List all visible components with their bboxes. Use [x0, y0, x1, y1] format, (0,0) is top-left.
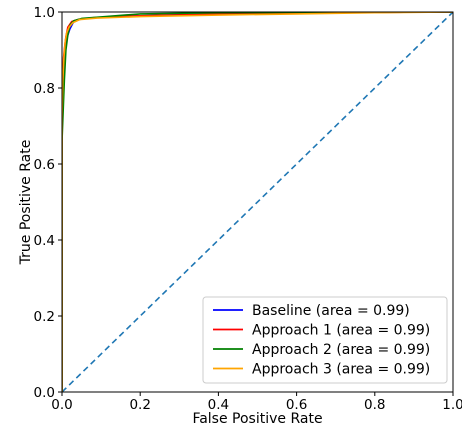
- legend: Baseline (area = 0.99) Approach 1 (area =…: [202, 296, 448, 384]
- y-tick-label: 0.8: [34, 81, 55, 97]
- legend-label-2: Approach 1 (area = 0.99): [252, 323, 430, 339]
- legend-label-1: Baseline (area = 0.99): [252, 303, 410, 319]
- axes: 0.0 0.2 0.4 0.6 0.8 1.0 0.0 0.2 0.4 0.6 0.8 1.0: [34, 5, 462, 413]
- x-tick-label: 0.4: [208, 397, 229, 413]
- y-tick-label: 1.0: [34, 5, 55, 21]
- plot-frame: [61, 11, 454, 393]
- x-tick-label: 0.6: [286, 397, 307, 413]
- x-tick-label: 0.2: [129, 397, 150, 413]
- legend-label-3: Approach 2 (area = 0.99): [252, 342, 430, 358]
- legend-label-4: Approach 3 (area = 0.99): [252, 362, 430, 378]
- y-tick-label: 0.6: [34, 157, 55, 173]
- y-tick-label: 0.4: [34, 233, 55, 249]
- y-tick-label: 0.2: [34, 309, 55, 325]
- series-line-3: [62, 12, 453, 392]
- legend-box: [202, 296, 448, 384]
- y-axis-label: True Positive Rate: [18, 140, 34, 266]
- y-tick-label: 0.0: [34, 385, 55, 401]
- x-axis-label: False Positive Rate: [192, 411, 322, 426]
- plot-area: [62, 12, 453, 392]
- series-line-4: [62, 12, 453, 392]
- reference-diagonal-line: [62, 12, 453, 392]
- x-tick-label: 0.0: [51, 397, 72, 413]
- x-tick-label: 0.8: [364, 397, 385, 413]
- x-tick-label: 1.0: [442, 397, 462, 413]
